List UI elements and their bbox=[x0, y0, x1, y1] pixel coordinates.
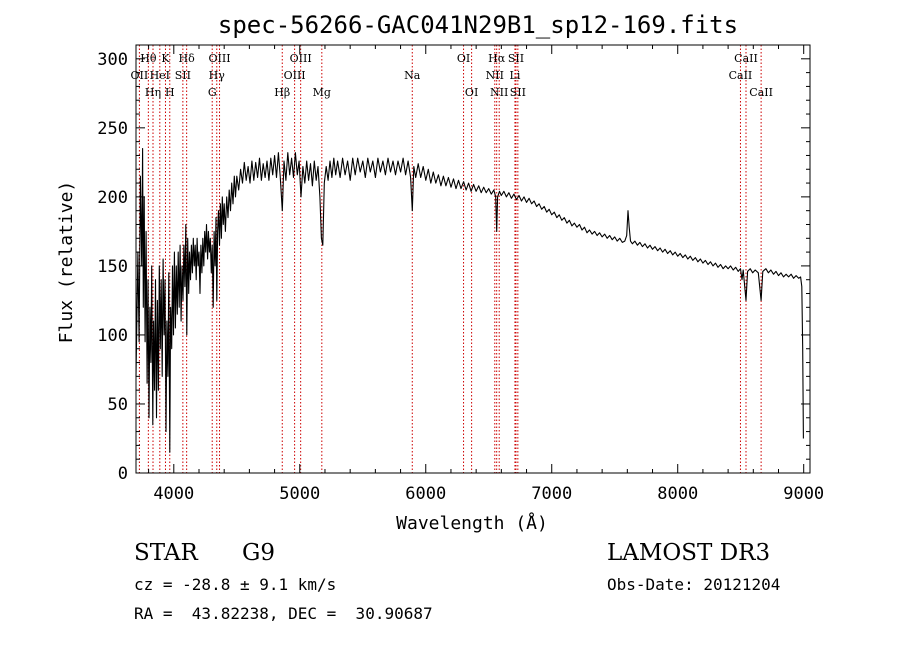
y-tick-label: 50 bbox=[108, 395, 128, 415]
emission-line-markers bbox=[138, 45, 762, 473]
line-label-SII-4072: SII bbox=[175, 69, 191, 82]
line-label-OIII-4363: OIII bbox=[208, 52, 230, 65]
line-label-HeI: HeI bbox=[150, 69, 170, 82]
line-label-OIII-4959: OIII bbox=[284, 69, 306, 82]
line-label-Hdelta: Hδ bbox=[179, 52, 196, 65]
x-tick-label: 7000 bbox=[531, 484, 572, 504]
y-tick-label: 100 bbox=[97, 326, 128, 346]
line-label-CaII-8662: CaII bbox=[749, 86, 773, 99]
line-label-OIII-5007: OIII bbox=[290, 52, 312, 65]
spectral-subclass: G9 bbox=[242, 540, 276, 566]
x-tick-label: 9000 bbox=[783, 484, 824, 504]
line-label-NII-6548: NII bbox=[486, 69, 504, 82]
y-tick-label: 0 bbox=[118, 464, 128, 484]
line-label-OII: OII bbox=[131, 69, 149, 82]
y-tick-label: 150 bbox=[97, 257, 128, 277]
line-label-OI-6300: OI bbox=[457, 52, 470, 65]
x-tick-label: 8000 bbox=[657, 484, 698, 504]
chart-title: spec-56266-GAC041N29B1_sp12-169.fits bbox=[218, 11, 738, 39]
line-label-Halpha: Hα bbox=[488, 52, 506, 65]
plot-frame bbox=[135, 44, 811, 474]
x-tick-label: 4000 bbox=[153, 484, 194, 504]
observation-date: Obs-Date: 20121204 bbox=[607, 575, 781, 594]
y-tick-label: 300 bbox=[97, 50, 128, 70]
line-label-NII-6583: NII bbox=[490, 86, 508, 99]
coordinates: RA = 43.82238, DEC = 30.90687 bbox=[134, 604, 433, 623]
line-label-H: H bbox=[165, 86, 175, 99]
flux-series-line bbox=[135, 147, 804, 453]
line-label-G: G bbox=[208, 86, 217, 99]
x-tick-label: 5000 bbox=[279, 484, 320, 504]
y-axis-ticks: 0 50 100 150 200 250 300 bbox=[97, 44, 810, 484]
spectral-class: STAR bbox=[134, 540, 198, 566]
line-label-OI-6364: OI bbox=[465, 86, 478, 99]
y-tick-label: 250 bbox=[97, 119, 128, 139]
y-axis-label: Flux (relative) bbox=[56, 181, 77, 344]
line-label-Hgamma: Hγ bbox=[209, 69, 226, 82]
line-label-SII-6731: SII bbox=[510, 86, 526, 99]
line-label-Htheta: Hθ bbox=[140, 52, 157, 65]
line-label-Li: Li bbox=[510, 69, 521, 82]
line-label-Na: Na bbox=[404, 69, 421, 82]
y-tick-label: 200 bbox=[97, 188, 128, 208]
emission-line-labels: OIIHθHηHeIKHSIIHδGHγOIIIHβOIIIOIIIMgNaOI… bbox=[131, 52, 773, 99]
line-label-K: K bbox=[161, 52, 170, 65]
survey-name: LAMOST DR3 bbox=[607, 540, 771, 566]
line-label-Mg: Mg bbox=[313, 86, 331, 99]
redshift-value: cz = -28.8 ± 9.1 km/s bbox=[134, 575, 337, 594]
line-label-SII-6716: SII bbox=[508, 52, 524, 65]
line-label-Heta: Hη bbox=[145, 86, 161, 99]
x-tick-label: 6000 bbox=[405, 484, 446, 504]
x-axis-label: Wavelength (Å) bbox=[396, 512, 548, 534]
line-label-CaII-8542: CaII bbox=[734, 52, 758, 65]
line-label-CaII-8498: CaII bbox=[729, 69, 753, 82]
line-label-Hbeta: Hβ bbox=[274, 86, 290, 99]
x-axis-ticks: 4000 5000 6000 7000 8000 9000 bbox=[148, 45, 824, 504]
